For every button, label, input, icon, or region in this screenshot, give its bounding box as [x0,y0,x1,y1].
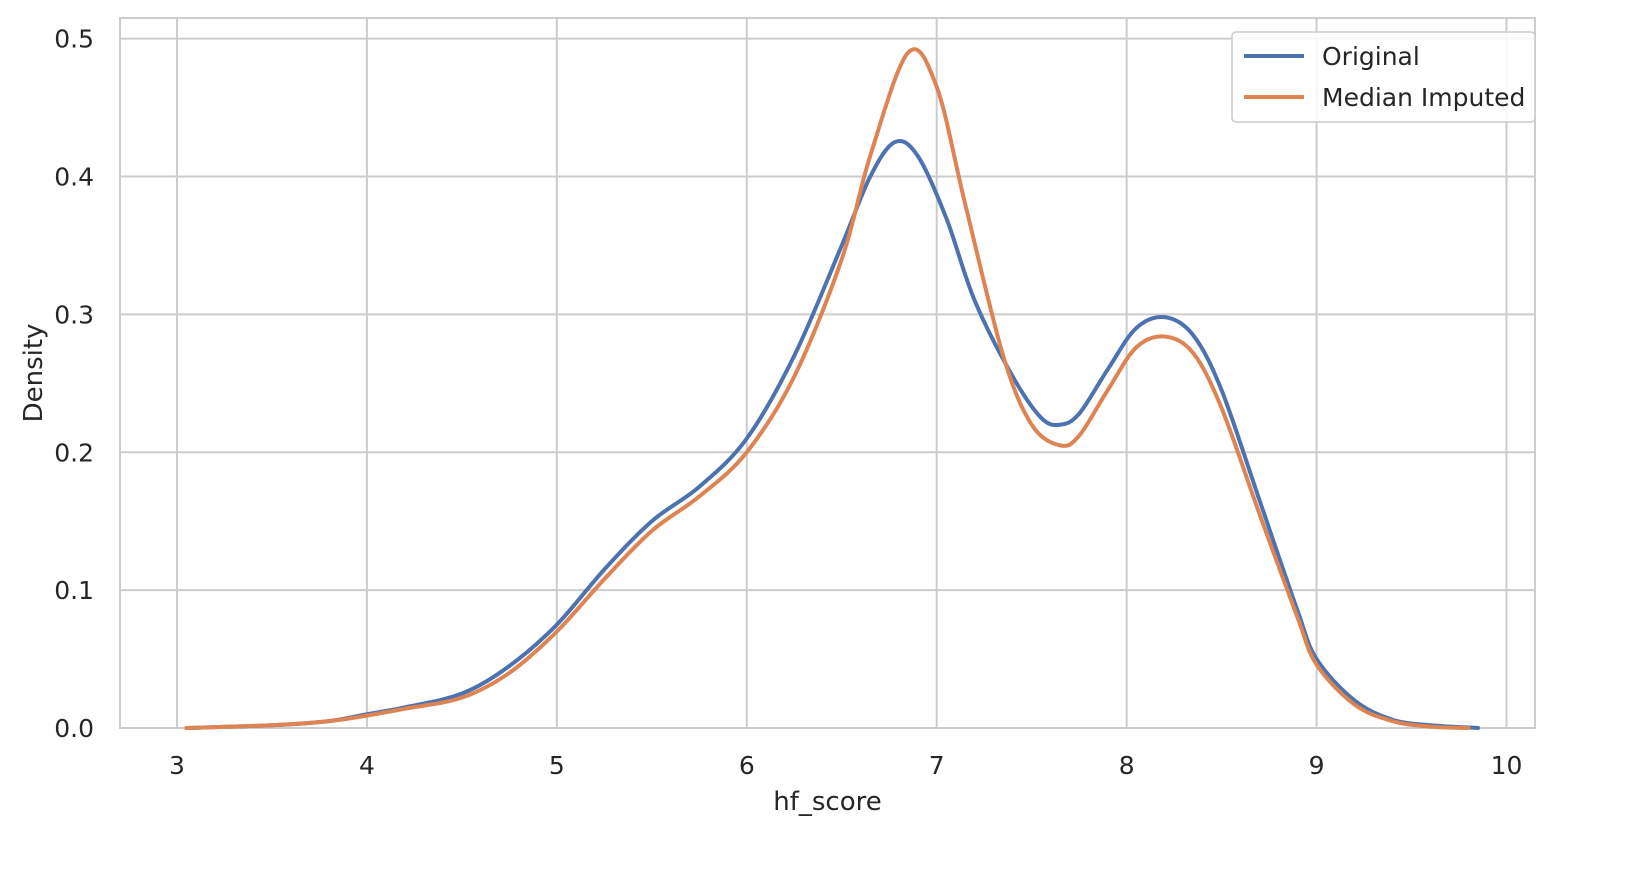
x-tick-label: 6 [739,751,755,780]
series-lines [184,47,1481,730]
y-axis-label: Density [19,324,49,423]
x-axis-label: hf_score [773,787,882,817]
series-line-median-imputed [184,47,1471,730]
y-tick-label: 0.3 [54,300,94,329]
x-tick-label: 9 [1309,751,1325,780]
y-tick-label: 0.2 [54,438,94,467]
legend-label-original: Original [1322,42,1420,71]
legend-label-median-imputed: Median Imputed [1322,83,1525,112]
x-tick-label: 8 [1119,751,1135,780]
series-line-original [184,139,1481,730]
x-tick-label: 3 [169,751,185,780]
y-tick-label: 0.4 [54,163,94,192]
y-tick-label: 0.1 [54,576,94,605]
y-tick-label: 0.0 [54,714,94,743]
y-tick-label: 0.5 [54,25,94,54]
plot-frame [119,17,1536,729]
x-tick-label: 10 [1491,751,1523,780]
tick-labels: 3 4 5 6 7 8 9 10 0.0 0.1 0.2 0.3 0.4 0.5 [54,25,1522,780]
legend: Original Median Imputed [1231,31,1536,123]
legend-box [1231,31,1536,123]
x-tick-label: 4 [359,751,375,780]
x-tick-label: 7 [929,751,945,780]
x-tick-label: 5 [549,751,565,780]
